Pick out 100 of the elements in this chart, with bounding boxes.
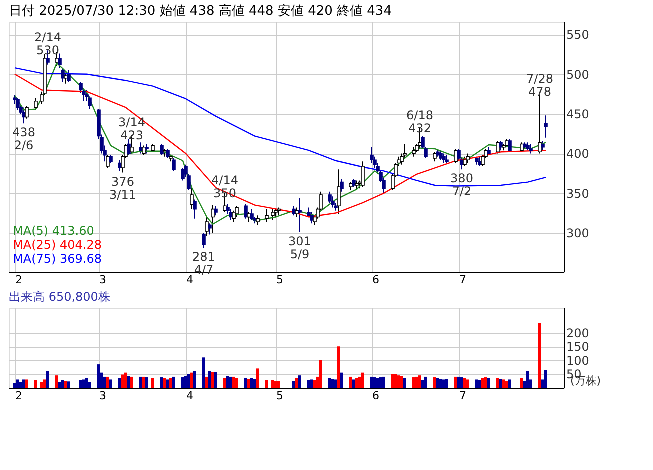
bar bbox=[350, 376, 352, 388]
annotation: 301 5/9 bbox=[288, 234, 312, 262]
candlestick bbox=[250, 208, 254, 221]
x-tick-label: 7 bbox=[460, 274, 466, 286]
bar bbox=[172, 376, 176, 388]
candlestick bbox=[142, 145, 146, 156]
candlestick bbox=[127, 138, 131, 156]
candlestick bbox=[298, 198, 302, 233]
bar bbox=[190, 372, 194, 388]
bar bbox=[370, 376, 374, 388]
bar bbox=[146, 378, 148, 388]
bar bbox=[106, 376, 110, 388]
bar bbox=[80, 380, 82, 388]
annotation: 380 7/2 bbox=[450, 172, 474, 199]
bar bbox=[320, 360, 322, 388]
candlestick bbox=[541, 140, 545, 152]
text: MA(75) 369.68 bbox=[13, 252, 102, 266]
bar bbox=[128, 376, 130, 388]
bar bbox=[46, 371, 50, 388]
bar bbox=[226, 376, 230, 388]
bar bbox=[88, 382, 92, 388]
annotation: 438 2/6 bbox=[12, 126, 36, 153]
bar bbox=[34, 380, 38, 388]
candlestick bbox=[295, 207, 299, 218]
bar bbox=[194, 371, 196, 388]
y-tick-label: 300 bbox=[566, 226, 590, 241]
candlestick bbox=[106, 154, 110, 169]
bar bbox=[44, 380, 46, 388]
candlestick bbox=[160, 144, 164, 156]
bar bbox=[446, 379, 448, 388]
candlestick bbox=[499, 140, 503, 152]
bar bbox=[476, 380, 478, 388]
bar bbox=[500, 379, 502, 388]
candlestick bbox=[439, 150, 443, 161]
bar bbox=[170, 378, 172, 388]
candlestick bbox=[235, 206, 239, 218]
bar bbox=[130, 376, 134, 388]
bar bbox=[334, 380, 338, 388]
bar bbox=[356, 378, 358, 388]
bar bbox=[142, 376, 146, 388]
chart-title: 出来高 650,800株 bbox=[9, 290, 110, 304]
candlestick bbox=[508, 138, 512, 153]
x-tick-label: 4 bbox=[186, 274, 194, 286]
bar bbox=[338, 346, 340, 388]
bar bbox=[298, 376, 302, 388]
x-tick-label: 3 bbox=[100, 274, 106, 286]
bar bbox=[292, 381, 296, 388]
y-tick-label: 550 bbox=[566, 28, 590, 42]
candlestick bbox=[58, 53, 62, 69]
bar bbox=[236, 378, 238, 388]
candlestick bbox=[265, 208, 269, 222]
bar bbox=[266, 380, 268, 388]
x-tick-label: 7 bbox=[460, 390, 466, 402]
bar bbox=[64, 381, 68, 388]
candlestick bbox=[166, 148, 170, 160]
y-tick-label: 100 bbox=[566, 354, 590, 368]
candlestick bbox=[25, 106, 29, 120]
x-tick-label: 6 bbox=[372, 274, 380, 286]
candlestick bbox=[337, 169, 341, 215]
candlestick bbox=[16, 98, 20, 111]
bar bbox=[214, 372, 218, 388]
bar bbox=[166, 380, 170, 388]
bar bbox=[400, 376, 404, 388]
bar bbox=[232, 376, 236, 388]
bar bbox=[506, 381, 508, 388]
bar bbox=[278, 381, 280, 388]
bar bbox=[502, 380, 506, 388]
x-tick-label: 2 bbox=[16, 390, 22, 402]
bar bbox=[362, 372, 364, 388]
bar bbox=[328, 378, 332, 388]
bar bbox=[508, 380, 512, 388]
y-tick-label: 150 bbox=[566, 340, 590, 354]
candlestick bbox=[181, 168, 185, 182]
bar bbox=[16, 380, 20, 388]
annotation: 7/28 478 bbox=[526, 72, 554, 99]
bar bbox=[458, 376, 460, 388]
candlestick bbox=[214, 206, 218, 216]
candlestick bbox=[370, 146, 374, 164]
candlestick bbox=[271, 208, 275, 221]
candlestick bbox=[244, 204, 248, 220]
bar bbox=[544, 370, 548, 388]
bar bbox=[382, 376, 386, 388]
bar bbox=[208, 371, 212, 388]
candlestick bbox=[145, 144, 149, 154]
bar bbox=[496, 378, 500, 388]
annotation: 2/14 530 bbox=[34, 30, 62, 58]
bar bbox=[358, 376, 362, 388]
bar bbox=[314, 380, 316, 388]
bar bbox=[68, 382, 70, 388]
bar bbox=[152, 378, 154, 388]
bar bbox=[248, 379, 250, 388]
candlestick bbox=[211, 204, 215, 234]
bar bbox=[62, 380, 64, 388]
y-tick-label: 400 bbox=[566, 147, 590, 162]
candlestick bbox=[442, 153, 446, 164]
text: MA(25) 404.28 bbox=[13, 238, 102, 252]
bar bbox=[58, 382, 62, 388]
bar bbox=[22, 380, 26, 388]
bar bbox=[434, 378, 436, 388]
x-tick-label: 6 bbox=[372, 390, 380, 402]
